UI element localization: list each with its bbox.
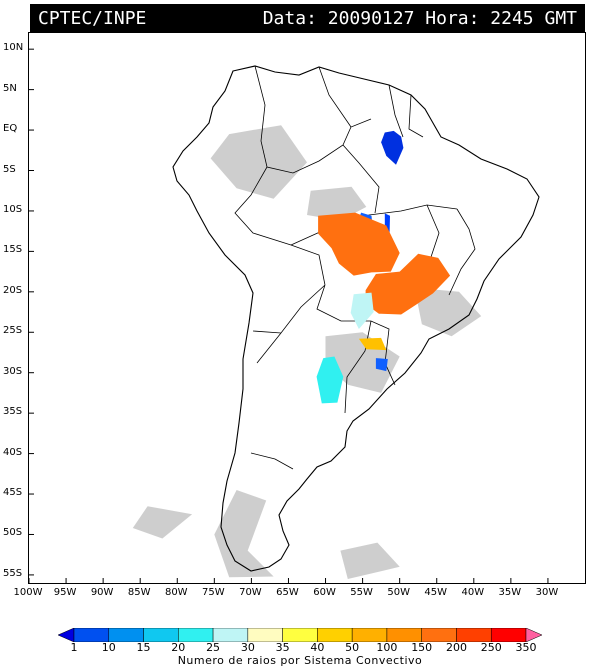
south-america-outline [172,65,540,572]
lightning-region-north-pará [381,130,404,165]
lightning-colorbar [58,628,542,642]
colorbar-swatch [143,628,179,642]
lightning-region-paraguay-cyan-light [350,292,374,329]
colorbar-swatch [386,628,422,642]
colorbar-swatch [456,628,492,642]
lat-label: 35S [3,406,23,418]
lon-label: 60W [313,587,336,598]
product-name: CPTEC/INPE [38,7,147,29]
colorbar-label: 35 [275,641,290,654]
lightning-region-minas-orange [365,253,451,315]
lat-label: EQ [3,123,18,135]
cloud-cover-region [307,186,367,221]
colorbar-label: 1 [70,641,78,654]
colorbar-label: 250 [480,641,502,654]
colorbar-high-arrow [525,628,542,642]
colorbar-label: 25 [206,641,221,654]
lon-label: 30W [535,587,559,598]
colorbar-swatch [351,628,388,642]
lon-label: 35W [498,587,522,598]
cloud-cover-region [214,490,274,578]
map-canvas [29,48,549,583]
lightning-layer [316,130,451,404]
lon-label: 55W [350,587,373,598]
lon-label: 40W [461,587,485,598]
lightning-region-argentina-cyan [316,356,344,404]
colorbar-swatch [282,628,318,642]
colorbar-label: 200 [445,641,467,654]
lat-label: 40S [3,446,23,458]
lon-label: 70W [239,587,262,598]
colorbar-swatch [490,628,527,642]
cloud-cover-region [132,506,193,539]
cloud-cover-layer [132,125,482,579]
lightning-map[interactable] [28,32,586,584]
colorbar-swatch [73,628,110,642]
colorbar-label: 50 [345,641,360,654]
lightning-region-south-blue [375,358,388,372]
cloud-cover-region [210,125,307,199]
lon-label: 85W [127,587,151,598]
lat-label: 15S [3,244,23,256]
colorbar-caption: Numero de raios por Sistema Convectivo [177,654,423,667]
datetime-stamp: Data: 20090127 Hora: 2245 GMT [262,7,577,29]
colorbar-label: 100 [376,641,398,654]
colorbar-low-arrow [58,628,75,642]
lon-label: 80W [164,587,188,598]
colorbar-swatch [108,628,144,642]
colorbar-label: 350 [515,641,537,654]
lat-label: 30S [3,365,23,377]
lon-label: 75W [202,587,225,598]
lat-label: 25S [3,325,23,337]
colorbar-swatch [178,628,214,642]
colorbar-label: 30 [240,641,255,654]
colorbar-swatch [212,628,249,642]
colorbar-swatch [317,628,353,642]
lightning-region-santa-catarina-yellow [358,337,387,351]
cloud-cover-region [414,287,482,337]
lat-label: 55S [3,567,23,579]
lon-label: 90W [90,587,114,598]
lon-label: 50W [387,587,410,598]
colorbar-label: 40 [310,641,325,654]
lon-label: 45W [424,587,448,598]
map-grid-ticks [29,48,549,583]
lon-label: 65W [276,587,299,598]
lon-label: 100W [13,587,43,598]
lat-label: 5N [3,82,17,94]
lon-label: 95W [53,587,77,598]
colorbar-label: 10 [101,641,116,654]
lat-label: 50S [3,527,23,539]
colorbar-label: 150 [411,641,433,654]
cloud-cover-region [340,542,400,579]
lat-label: 5S [3,163,16,175]
lat-label: 20S [3,284,23,296]
colorbar-swatch [247,628,283,642]
colorbar-label: 20 [171,641,186,654]
lightning-region-mato-grosso-orange [318,212,400,276]
colorbar-swatch [421,628,457,642]
lat-label: 45S [3,487,23,499]
lat-label: 10N [3,42,24,54]
product-header: CPTEC/INPE Data: 20090127 Hora: 2245 GMT [30,4,585,32]
lat-label: 10S [3,203,23,215]
colorbar-label: 15 [136,641,151,654]
